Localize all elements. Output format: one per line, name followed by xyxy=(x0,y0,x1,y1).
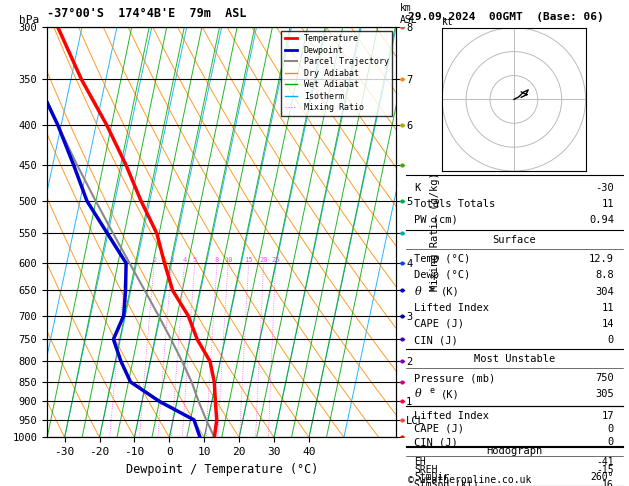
Text: 3: 3 xyxy=(170,257,174,263)
Text: -15: -15 xyxy=(596,465,614,475)
Text: Pressure (mb): Pressure (mb) xyxy=(415,373,496,383)
Text: 12.9: 12.9 xyxy=(589,254,614,264)
Text: 0: 0 xyxy=(608,437,614,447)
X-axis label: Dewpoint / Temperature (°C): Dewpoint / Temperature (°C) xyxy=(126,463,318,476)
Text: StmDir: StmDir xyxy=(415,472,450,482)
Text: -37°00'S  174°4B'E  79m  ASL: -37°00'S 174°4B'E 79m ASL xyxy=(47,7,247,20)
Text: 1: 1 xyxy=(124,257,128,263)
Text: 260°: 260° xyxy=(591,472,614,482)
Text: km
ASL: km ASL xyxy=(400,3,418,25)
Text: hPa: hPa xyxy=(19,15,40,25)
Text: 304: 304 xyxy=(595,287,614,296)
Text: Dewp (°C): Dewp (°C) xyxy=(415,270,470,280)
Y-axis label: Mixing Ratio (g/kg): Mixing Ratio (g/kg) xyxy=(430,173,440,292)
Text: CAPE (J): CAPE (J) xyxy=(415,319,464,329)
Text: e: e xyxy=(430,284,435,293)
Text: (K): (K) xyxy=(440,389,459,399)
Text: © weatheronline.co.uk: © weatheronline.co.uk xyxy=(408,475,531,485)
Text: 0: 0 xyxy=(608,335,614,345)
Text: θ: θ xyxy=(415,389,421,399)
Text: -41: -41 xyxy=(596,457,614,467)
Text: CIN (J): CIN (J) xyxy=(415,437,458,447)
Text: 8: 8 xyxy=(215,257,220,263)
Text: 5: 5 xyxy=(192,257,197,263)
Text: 11: 11 xyxy=(601,303,614,312)
Text: kt: kt xyxy=(442,17,454,27)
Text: StmSpd (kt): StmSpd (kt) xyxy=(415,480,479,486)
Text: 4: 4 xyxy=(182,257,187,263)
Text: 10: 10 xyxy=(224,257,232,263)
Text: 11: 11 xyxy=(601,199,614,209)
Text: SREH: SREH xyxy=(415,465,438,475)
Text: 14: 14 xyxy=(601,319,614,329)
Text: CIN (J): CIN (J) xyxy=(415,335,458,345)
Text: (K): (K) xyxy=(440,287,459,296)
Text: 750: 750 xyxy=(595,373,614,383)
Text: 0: 0 xyxy=(608,424,614,434)
Text: 17: 17 xyxy=(601,411,614,421)
Text: 29.09.2024  00GMT  (Base: 06): 29.09.2024 00GMT (Base: 06) xyxy=(408,12,603,22)
Text: PW (cm): PW (cm) xyxy=(415,215,458,225)
Text: -30: -30 xyxy=(595,183,614,192)
Text: Lifted Index: Lifted Index xyxy=(415,303,489,312)
Text: e: e xyxy=(430,386,435,396)
Text: Lifted Index: Lifted Index xyxy=(415,411,489,421)
Legend: Temperature, Dewpoint, Parcel Trajectory, Dry Adiabat, Wet Adiabat, Isotherm, Mi: Temperature, Dewpoint, Parcel Trajectory… xyxy=(281,31,392,116)
Text: Temp (°C): Temp (°C) xyxy=(415,254,470,264)
Text: θ: θ xyxy=(415,287,421,296)
Text: 0.94: 0.94 xyxy=(589,215,614,225)
Text: 8.8: 8.8 xyxy=(595,270,614,280)
Text: 305: 305 xyxy=(595,389,614,399)
Text: CAPE (J): CAPE (J) xyxy=(415,424,464,434)
Text: 20: 20 xyxy=(260,257,268,263)
Text: Totals Totals: Totals Totals xyxy=(415,199,496,209)
Text: EH: EH xyxy=(415,457,426,467)
Text: 25: 25 xyxy=(272,257,280,263)
Text: Most Unstable: Most Unstable xyxy=(474,354,555,364)
Text: Hodograph: Hodograph xyxy=(486,446,542,456)
Text: Surface: Surface xyxy=(493,235,536,245)
Text: 2: 2 xyxy=(152,257,156,263)
Text: 15: 15 xyxy=(245,257,253,263)
Text: 16: 16 xyxy=(603,480,614,486)
Text: K: K xyxy=(415,183,421,192)
